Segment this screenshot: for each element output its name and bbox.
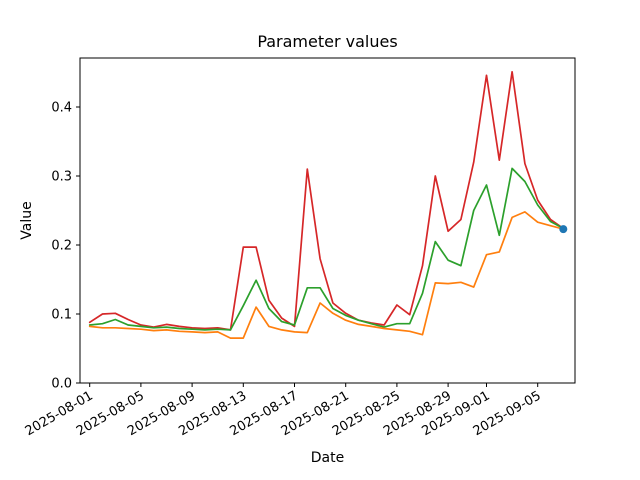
endpoint-marker bbox=[559, 225, 568, 234]
chart-title: Parameter values bbox=[257, 32, 397, 51]
series-orange bbox=[88, 211, 565, 339]
y-tick-label: 0.3 bbox=[51, 170, 72, 185]
y-tick-label: 0.2 bbox=[51, 239, 72, 254]
y-tick-label: 0.0 bbox=[51, 377, 72, 392]
plot-border bbox=[79, 57, 576, 384]
y-axis-label: Value bbox=[19, 201, 35, 239]
series-red bbox=[88, 70, 565, 331]
x-axis-label: Date bbox=[311, 450, 344, 466]
y-tick-label: 0.4 bbox=[51, 101, 72, 116]
y-tick-label: 0.1 bbox=[51, 308, 72, 323]
series-green bbox=[88, 167, 565, 331]
